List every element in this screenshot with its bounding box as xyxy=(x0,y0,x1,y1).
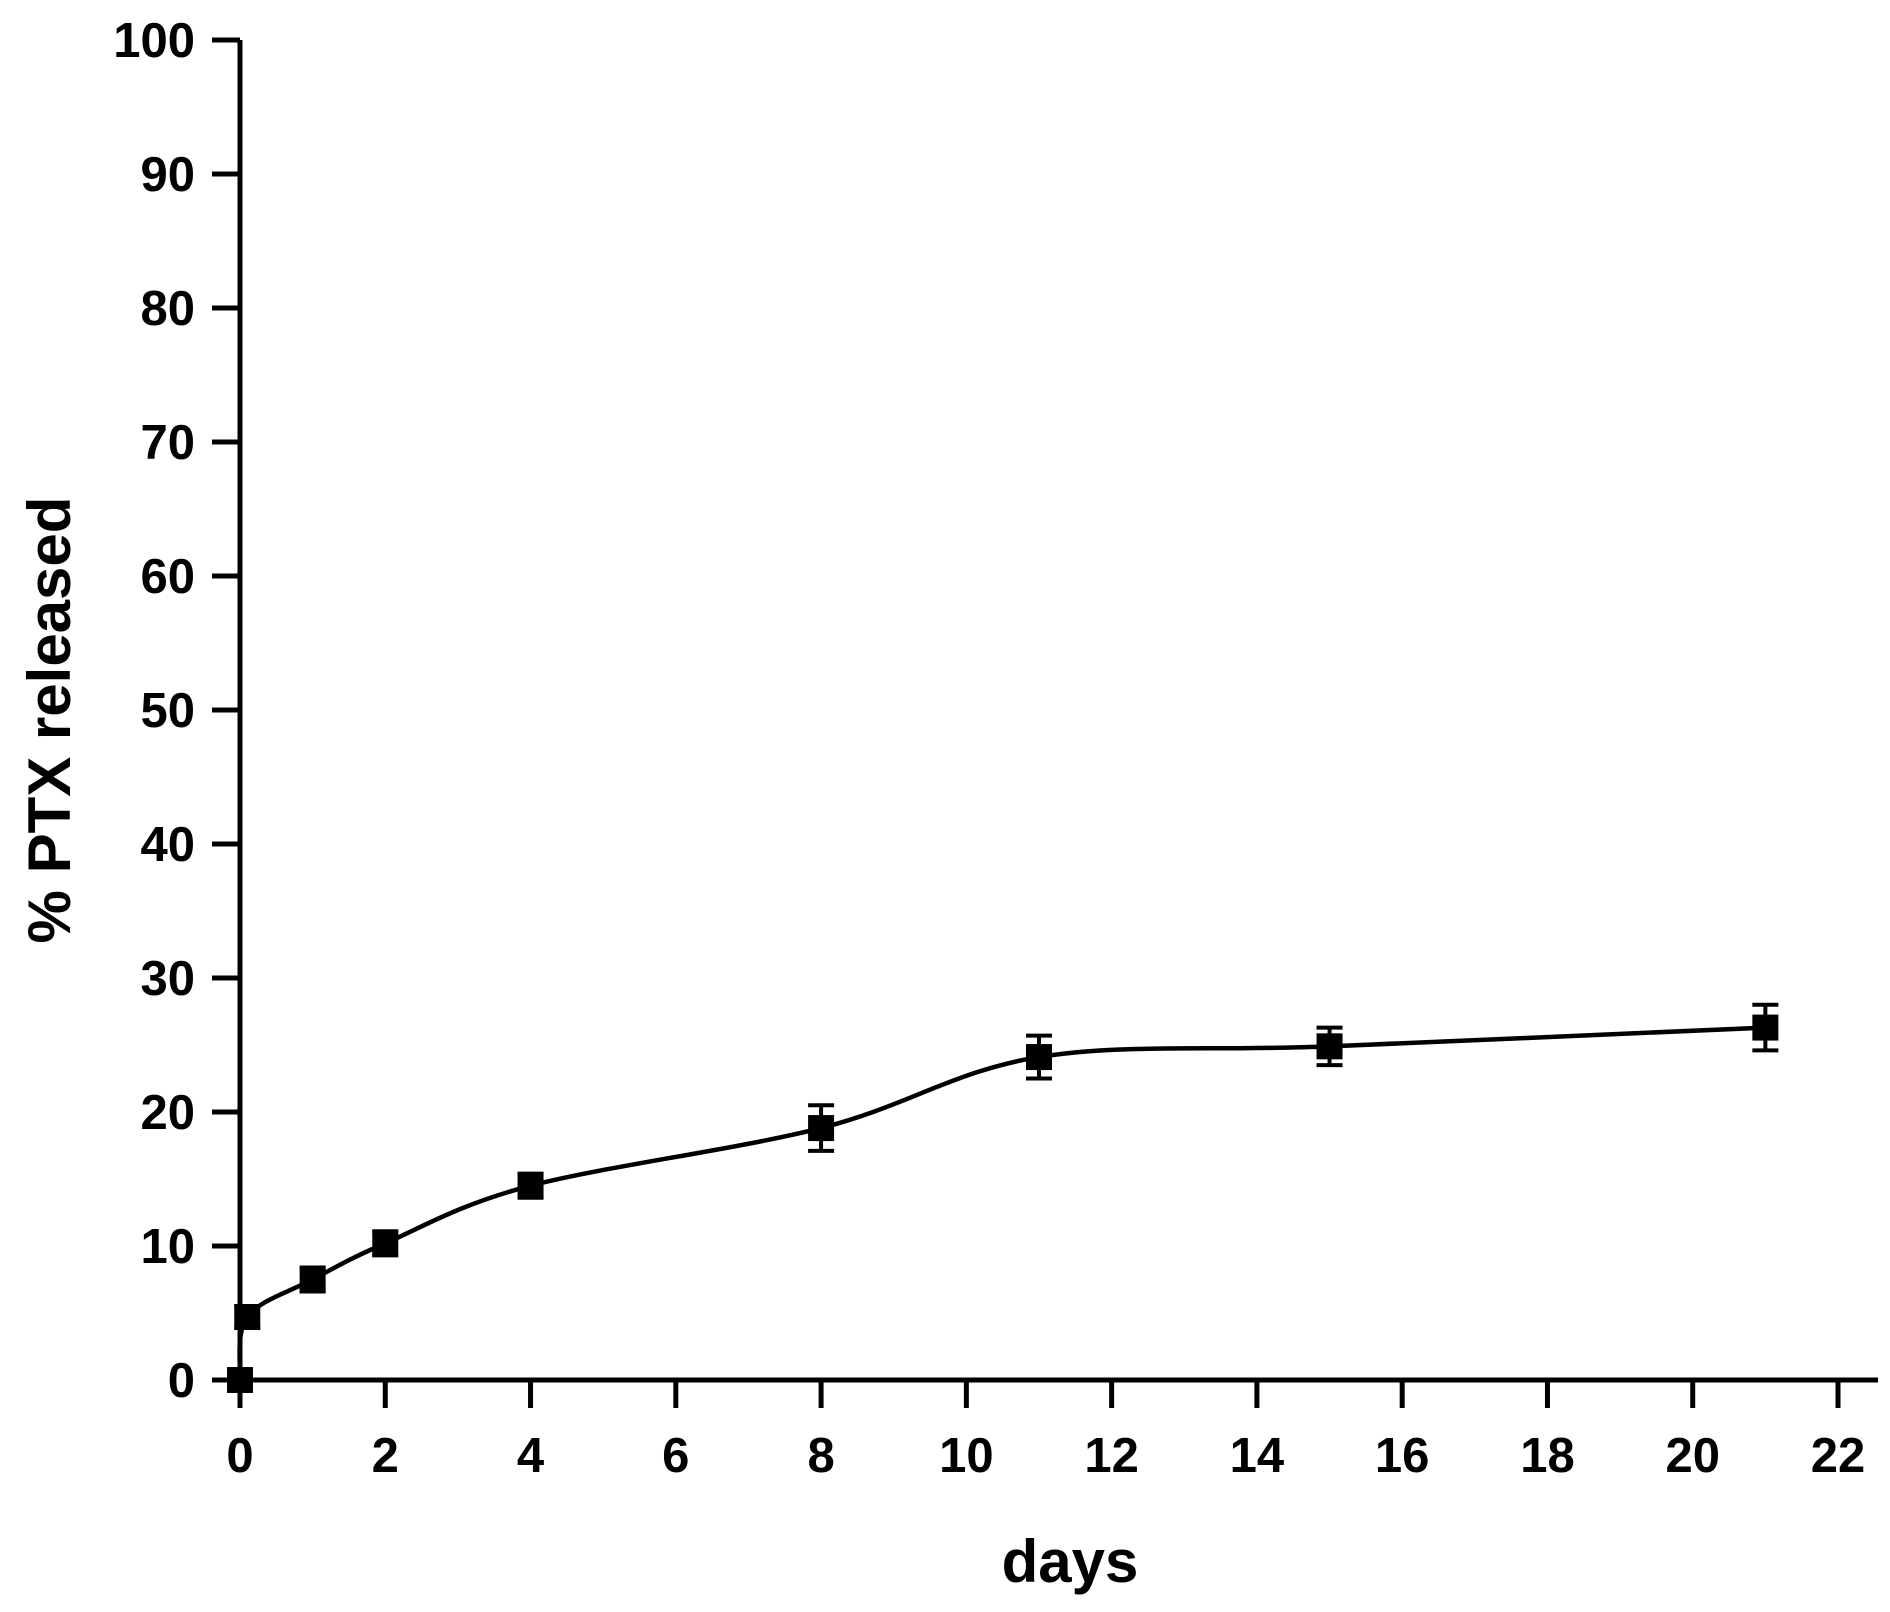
data-point xyxy=(227,1367,253,1393)
data-points xyxy=(227,1014,1779,1393)
data-point xyxy=(1026,1044,1052,1071)
y-tick-label: 30 xyxy=(140,952,195,1006)
y-tick-label: 60 xyxy=(140,550,195,604)
x-tick-label: 0 xyxy=(226,1429,253,1483)
x-axis-title: days xyxy=(1002,1528,1139,1595)
y-tick-label: 0 xyxy=(168,1354,195,1408)
data-point xyxy=(1752,1014,1779,1041)
x-tick-label: 4 xyxy=(517,1429,544,1483)
x-tick-label: 10 xyxy=(939,1429,994,1483)
y-axis-title: % PTX released xyxy=(16,497,83,944)
data-point xyxy=(808,1115,835,1142)
y-tick-label: 40 xyxy=(140,818,195,872)
error-bars xyxy=(234,1002,1779,1330)
x-tick-label: 16 xyxy=(1375,1429,1430,1483)
x-tick-label: 22 xyxy=(1811,1429,1866,1483)
series-line xyxy=(237,1025,1766,1381)
x-tick-label: 20 xyxy=(1665,1429,1720,1483)
y-tick-label: 100 xyxy=(113,14,195,68)
x-tick-label: 2 xyxy=(372,1429,399,1483)
y-tick-label: 90 xyxy=(140,148,195,202)
y-tick-label: 70 xyxy=(140,416,195,470)
x-tick-label: 12 xyxy=(1084,1429,1139,1483)
y-tick-label: 50 xyxy=(140,684,195,738)
tick-labels: 0 10 20 30 40 50 60 70 80 90 100 0 2 4 6 8 10 12 14 16 18 20 2… xyxy=(113,14,1865,1483)
x-tick-label: 14 xyxy=(1230,1429,1285,1483)
series-line-group xyxy=(237,1025,1766,1381)
y-tick-label: 10 xyxy=(140,1220,195,1274)
x-tick-label: 6 xyxy=(662,1429,689,1483)
data-point xyxy=(517,1172,544,1199)
data-point xyxy=(299,1266,326,1293)
axes xyxy=(212,37,1878,1408)
data-point xyxy=(1316,1033,1343,1060)
x-tick-label: 8 xyxy=(807,1429,834,1483)
y-tick-label: 80 xyxy=(140,282,195,336)
x-tick-label: 18 xyxy=(1520,1429,1575,1483)
y-tick-label: 20 xyxy=(140,1086,195,1140)
data-point xyxy=(234,1304,261,1331)
data-point xyxy=(372,1230,399,1257)
